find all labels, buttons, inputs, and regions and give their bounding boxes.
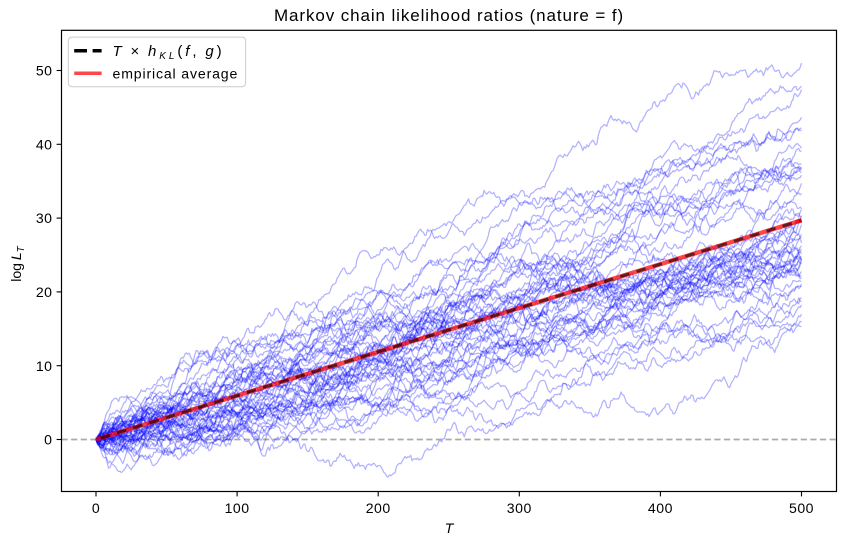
svg-text:Markov chain likelihood ratios: Markov chain likelihood ratios (nature =… bbox=[274, 6, 624, 25]
svg-text:40: 40 bbox=[36, 136, 53, 152]
svg-text:500: 500 bbox=[789, 500, 814, 516]
svg-text:100: 100 bbox=[225, 500, 250, 516]
svg-text:10: 10 bbox=[36, 358, 53, 374]
svg-text:log LT: log LT bbox=[8, 245, 27, 281]
svg-text:T × hKL(f, g): T × hKL(f, g) bbox=[113, 43, 225, 62]
svg-text:50: 50 bbox=[36, 63, 53, 79]
svg-text:T: T bbox=[445, 520, 455, 536]
svg-text:300: 300 bbox=[507, 500, 532, 516]
svg-text:0: 0 bbox=[44, 432, 52, 448]
svg-text:20: 20 bbox=[36, 284, 53, 300]
svg-text:400: 400 bbox=[648, 500, 673, 516]
svg-text:30: 30 bbox=[36, 210, 53, 226]
svg-text:empirical average: empirical average bbox=[113, 65, 239, 81]
svg-text:0: 0 bbox=[92, 500, 100, 516]
svg-text:200: 200 bbox=[366, 500, 391, 516]
